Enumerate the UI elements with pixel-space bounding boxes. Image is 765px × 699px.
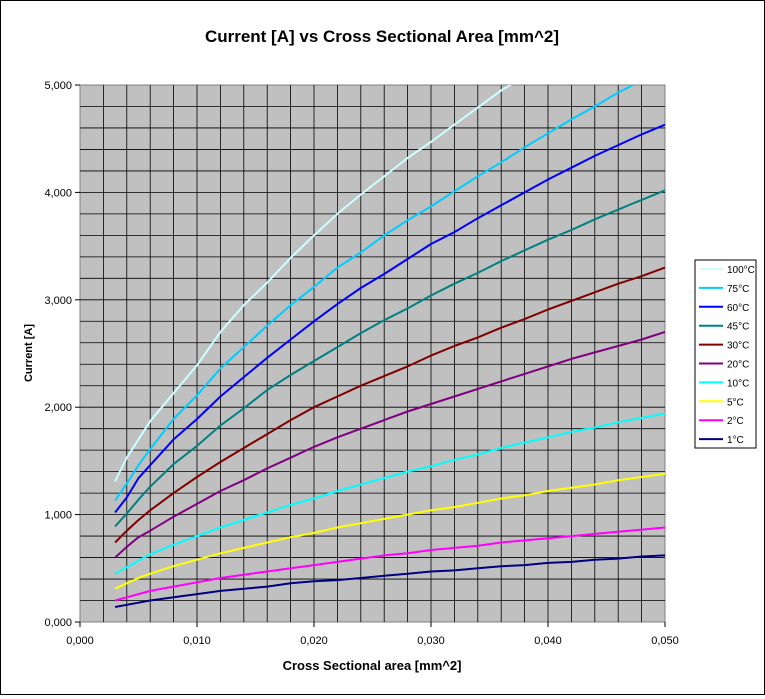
series-line-45cc [114, 189, 665, 528]
y-tick-label: 3,000 [44, 295, 72, 307]
legend-item: 45°C [699, 322, 749, 333]
legend-box [694, 259, 757, 449]
legend-label: 10°C [727, 378, 749, 389]
grid [80, 85, 665, 622]
x-tick-label: 0,010 [183, 635, 211, 647]
legend-item: 2°C [699, 416, 744, 427]
series-line-5cc [114, 472, 665, 590]
x-tick-label: 0,020 [300, 635, 328, 647]
legend-label: 20°C [727, 360, 749, 371]
y-tick-label: 2,000 [44, 402, 72, 414]
x-axis-ticks: 0,000 0,010 0,020 0,030 0,040 0,050 [66, 622, 679, 647]
legend-item: 10°C [699, 378, 749, 389]
series-line-30cc [114, 266, 665, 544]
legend-label: 45°C [727, 322, 749, 333]
x-tick-label: 0,040 [534, 635, 562, 647]
series-line-10cc [114, 412, 665, 575]
y-axis-title: Current [A] [23, 324, 35, 382]
series-line-60cc [114, 123, 665, 514]
legend-item: 20°C [699, 360, 749, 371]
legend-item: 5°C [699, 397, 744, 408]
y-tick-label: 5,000 [44, 80, 72, 92]
legend-label: 2°C [727, 416, 744, 427]
legend-item: 75°C [699, 284, 749, 295]
series-line-100cc [114, 85, 513, 482]
x-axis-title: Cross Sectional area [mm^2] [283, 658, 462, 673]
legend-label: 100°C [727, 265, 755, 276]
x-tick-label: 0,000 [66, 635, 94, 647]
legend-label: 60°C [727, 303, 749, 314]
y-tick-label: 1,000 [44, 510, 72, 522]
legend-label: 30°C [727, 341, 749, 352]
legend-items: 100°C 75°C 60°C 45°C 30°C 20°C 10°C 5°C 2°C 1°C [699, 265, 755, 446]
chart-title: Current [A] vs Cross Sectional Area [mm^… [205, 27, 559, 46]
series-line-2cc [114, 526, 665, 602]
y-tick-label: 4,000 [44, 187, 72, 199]
legend-item: 1°C [699, 435, 744, 446]
legend-label: 75°C [727, 284, 749, 295]
legend-label: 5°C [727, 397, 744, 408]
plot-area [79, 84, 666, 623]
legend-item: 100°C [699, 265, 755, 276]
series-line-75cc [114, 85, 636, 502]
x-tick-label: 0,030 [417, 635, 445, 647]
legend: 100°C 75°C 60°C 45°C 30°C 20°C 10°C 5°C 2°C 1°C [694, 259, 757, 449]
y-axis-ticks: 0,000 1,000 2,000 3,000 4,000 5,000 [44, 80, 80, 629]
y-tick-label: 0,000 [44, 617, 72, 629]
x-tick-label: 0,050 [651, 635, 679, 647]
series-group [114, 85, 665, 608]
legend-item: 60°C [699, 303, 749, 314]
legend-label: 1°C [727, 435, 744, 446]
legend-item: 30°C [699, 341, 749, 352]
series-line-20cc [114, 331, 665, 559]
series-line-1cc [114, 554, 665, 608]
